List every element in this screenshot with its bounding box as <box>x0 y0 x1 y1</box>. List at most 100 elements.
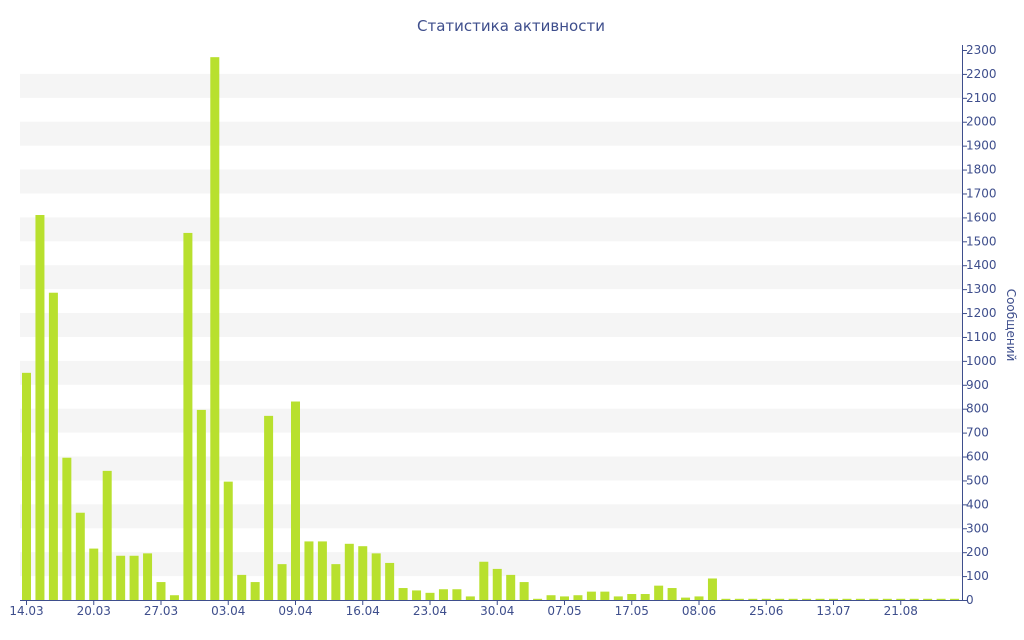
grid-band <box>20 313 962 337</box>
y-tick-label: 400 <box>966 497 989 511</box>
bar[interactable] <box>465 596 475 600</box>
bar[interactable] <box>223 481 233 600</box>
y-tick-label: 1000 <box>966 354 997 368</box>
bar[interactable] <box>438 589 448 600</box>
bar[interactable] <box>304 541 314 600</box>
bar[interactable] <box>398 588 408 600</box>
bar[interactable] <box>183 232 193 600</box>
x-tick-label: 08.06 <box>682 604 716 618</box>
bar[interactable] <box>371 553 381 600</box>
grid-band <box>20 265 962 290</box>
bar[interactable] <box>479 561 489 600</box>
grid-band <box>20 456 962 481</box>
y-tick-label: 800 <box>966 402 989 416</box>
bar[interactable] <box>761 598 771 600</box>
bar[interactable] <box>492 568 502 600</box>
bar[interactable] <box>573 595 583 600</box>
bar[interactable] <box>358 546 368 600</box>
x-tick-label: 20.03 <box>77 604 111 618</box>
grid-band <box>20 552 962 577</box>
bar[interactable] <box>788 598 798 600</box>
bar[interactable] <box>869 598 879 600</box>
bar[interactable] <box>143 553 153 600</box>
bar[interactable] <box>452 589 462 600</box>
bar[interactable] <box>210 57 220 601</box>
bar[interactable] <box>640 594 650 600</box>
chart-title: Статистика активности <box>417 17 605 35</box>
grid-band <box>20 408 962 433</box>
bar[interactable] <box>506 574 516 600</box>
bar[interactable] <box>748 598 758 600</box>
bar[interactable] <box>815 598 825 600</box>
bar[interactable] <box>936 598 946 600</box>
bar[interactable] <box>694 596 704 600</box>
grid-bands <box>20 73 962 577</box>
bar[interactable] <box>250 582 260 600</box>
y-tick-label: 900 <box>966 378 989 392</box>
bar[interactable] <box>291 401 300 600</box>
bar[interactable] <box>734 598 744 600</box>
bar[interactable] <box>600 591 610 600</box>
bar[interactable] <box>829 598 838 600</box>
bar[interactable] <box>842 598 852 600</box>
bar[interactable] <box>681 597 691 600</box>
grid-band <box>20 73 962 98</box>
bar[interactable] <box>89 548 99 600</box>
y-tick-label: 2300 <box>966 43 997 57</box>
y-tick-label: 300 <box>966 521 989 535</box>
bar[interactable] <box>35 215 45 600</box>
bar[interactable] <box>237 574 247 600</box>
y-tick-label: 1600 <box>966 210 997 224</box>
y-tick-label: 1500 <box>966 234 997 248</box>
bar[interactable] <box>277 564 287 600</box>
y-tick-label: 100 <box>966 569 989 583</box>
bar[interactable] <box>317 541 327 600</box>
bar[interactable] <box>855 598 865 600</box>
bar[interactable] <box>707 578 717 600</box>
bar[interactable] <box>116 555 126 600</box>
bar[interactable] <box>533 598 543 600</box>
bar[interactable] <box>546 595 556 600</box>
bar[interactable] <box>48 292 58 600</box>
bar[interactable] <box>882 598 892 600</box>
y-tick-label: 500 <box>966 473 989 487</box>
bar[interactable] <box>22 372 31 600</box>
bar[interactable] <box>667 588 677 600</box>
bar[interactable] <box>560 596 569 600</box>
bar[interactable] <box>950 598 960 600</box>
bar[interactable] <box>129 555 139 600</box>
bar[interactable] <box>344 543 354 600</box>
bar[interactable] <box>654 585 664 600</box>
bar[interactable] <box>802 598 812 600</box>
bar[interactable] <box>425 592 435 600</box>
x-tick-label: 27.03 <box>144 604 178 618</box>
grid-band <box>20 169 962 194</box>
y-tick-label: 700 <box>966 426 989 440</box>
bar[interactable] <box>331 564 341 600</box>
y-tick-label: 1400 <box>966 258 997 272</box>
bar[interactable] <box>627 594 637 600</box>
bar[interactable] <box>264 415 274 600</box>
axes: 0 100 200 300 400 500 600 700 800 900 1000 1100 1200… <box>9 43 996 618</box>
bar[interactable] <box>519 582 529 600</box>
bar[interactable] <box>196 409 206 600</box>
bar[interactable] <box>775 598 785 600</box>
x-tick-label: 30.04 <box>480 604 514 618</box>
bar[interactable] <box>102 470 112 600</box>
bar[interactable] <box>586 591 596 600</box>
x-tick-label: 23.04 <box>413 604 447 618</box>
bar[interactable] <box>721 598 731 600</box>
bar[interactable] <box>909 598 919 600</box>
bar[interactable] <box>156 582 166 600</box>
y-tick-label: 1800 <box>966 163 997 177</box>
bar[interactable] <box>412 590 422 600</box>
bar[interactable] <box>75 512 85 600</box>
grid-band <box>20 217 962 242</box>
bar[interactable] <box>385 562 395 600</box>
bar[interactable] <box>923 598 933 600</box>
bar[interactable] <box>62 457 72 600</box>
bar[interactable] <box>896 598 906 600</box>
bar[interactable] <box>169 595 179 600</box>
bar[interactable] <box>613 596 623 600</box>
